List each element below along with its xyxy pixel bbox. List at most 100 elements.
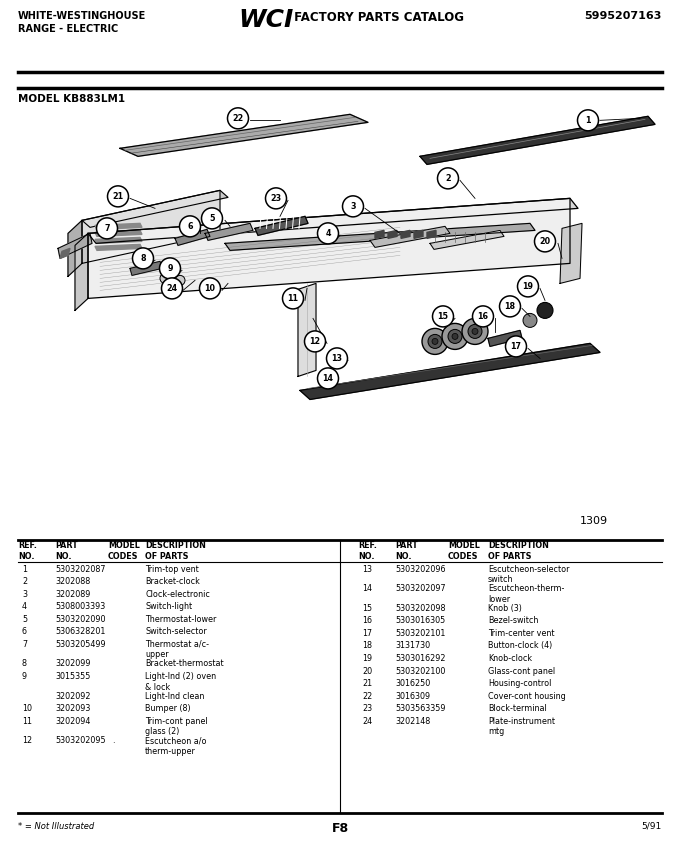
Text: 5303202101: 5303202101 [395,629,445,638]
Circle shape [326,348,347,369]
Polygon shape [375,231,384,238]
Circle shape [180,216,201,237]
Text: Light-Ind clean: Light-Ind clean [145,691,205,700]
Text: 5303016305: 5303016305 [395,616,445,626]
Text: MODEL
CODES: MODEL CODES [108,542,140,561]
Circle shape [160,273,170,283]
Text: Escutcheon a/o
therm-upper: Escutcheon a/o therm-upper [145,736,207,756]
Circle shape [162,278,182,298]
Text: 21: 21 [362,679,372,688]
Text: 5: 5 [22,615,27,623]
Text: REF.
NO.: REF. NO. [18,542,37,561]
Text: Switch-light: Switch-light [145,602,192,611]
Text: 7: 7 [104,224,109,233]
Text: 12: 12 [22,736,32,745]
Text: 5303202095: 5303202095 [55,736,105,745]
Text: 3016250: 3016250 [395,679,430,688]
Text: 5303563359: 5303563359 [395,704,445,713]
Circle shape [422,328,448,354]
Text: Escutcheon-therm-
lower: Escutcheon-therm- lower [488,584,564,604]
Polygon shape [60,248,70,259]
Circle shape [537,303,553,318]
Text: F8: F8 [331,822,349,834]
Circle shape [133,248,154,269]
Text: 24: 24 [167,284,177,293]
Circle shape [97,218,118,239]
Text: 1: 1 [585,116,591,125]
Text: 9: 9 [167,264,173,273]
Text: Bracket-clock: Bracket-clock [145,577,200,586]
Circle shape [462,318,488,344]
Polygon shape [175,229,210,245]
Text: 9: 9 [22,672,27,681]
Text: 1: 1 [22,565,27,573]
Text: * = Not Illustrated: * = Not Illustrated [18,822,95,831]
Text: 18: 18 [505,302,515,311]
Circle shape [432,338,438,344]
Polygon shape [388,231,397,238]
Text: 5303202098: 5303202098 [395,604,445,613]
Text: MODEL
CODES: MODEL CODES [448,542,480,561]
Text: 5303202090: 5303202090 [55,615,105,623]
Text: 14: 14 [322,374,333,383]
Polygon shape [120,114,368,156]
Circle shape [442,323,468,349]
Text: Knob-clock: Knob-clock [488,654,532,663]
Text: 23: 23 [271,194,282,203]
Circle shape [500,296,520,317]
Text: 22: 22 [362,691,372,700]
Circle shape [107,186,129,207]
Text: 3202094: 3202094 [55,717,90,726]
Text: 5: 5 [209,214,215,223]
Polygon shape [225,223,535,250]
Circle shape [343,196,364,217]
Text: RANGE - ELECTRIC: RANGE - ELECTRIC [18,24,118,34]
Text: 10: 10 [205,284,216,293]
Text: MODEL KB883LM1: MODEL KB883LM1 [18,94,125,104]
Text: WCI: WCI [238,8,293,32]
Text: 12: 12 [309,337,320,346]
Text: 15: 15 [362,604,372,613]
Text: 15: 15 [437,312,449,321]
Polygon shape [95,244,142,250]
Text: 13: 13 [332,354,343,363]
Text: Bracket-thermostat: Bracket-thermostat [145,659,224,668]
Text: 11: 11 [288,294,299,303]
Text: 3015355: 3015355 [55,672,90,681]
Text: 8: 8 [140,254,146,263]
Circle shape [228,108,248,129]
Text: Thermostat a/c-
upper: Thermostat a/c- upper [145,639,209,660]
Circle shape [160,258,180,279]
Text: 5303205499: 5303205499 [55,639,105,649]
Text: Housing-control: Housing-control [488,679,551,688]
Text: 5303202087: 5303202087 [55,565,105,573]
Text: 21: 21 [112,192,124,201]
Text: 5308003393: 5308003393 [55,602,105,611]
Text: 4: 4 [22,602,27,611]
Circle shape [577,110,598,131]
Circle shape [437,168,458,189]
Text: Switch-selector: Switch-selector [145,627,207,636]
Text: 20: 20 [362,667,372,676]
Text: Trim-top vent: Trim-top vent [145,565,199,573]
Circle shape [468,325,482,338]
Polygon shape [370,226,450,248]
Circle shape [305,331,326,352]
Text: 24: 24 [362,717,372,726]
Text: 22: 22 [233,114,243,123]
Circle shape [265,188,286,209]
Text: 5303202100: 5303202100 [395,667,445,676]
Text: 3202088: 3202088 [55,577,90,586]
Polygon shape [420,116,655,165]
Polygon shape [95,231,142,237]
Text: 5303202096: 5303202096 [395,565,445,573]
Text: 3202093: 3202093 [55,704,90,713]
Polygon shape [82,190,220,264]
Circle shape [523,314,537,327]
Text: Bumper (8): Bumper (8) [145,704,190,713]
Polygon shape [401,231,410,238]
Text: Clock-electronic: Clock-electronic [145,589,210,599]
Text: 6: 6 [22,627,27,636]
Text: 19: 19 [362,654,372,663]
Polygon shape [88,198,578,243]
